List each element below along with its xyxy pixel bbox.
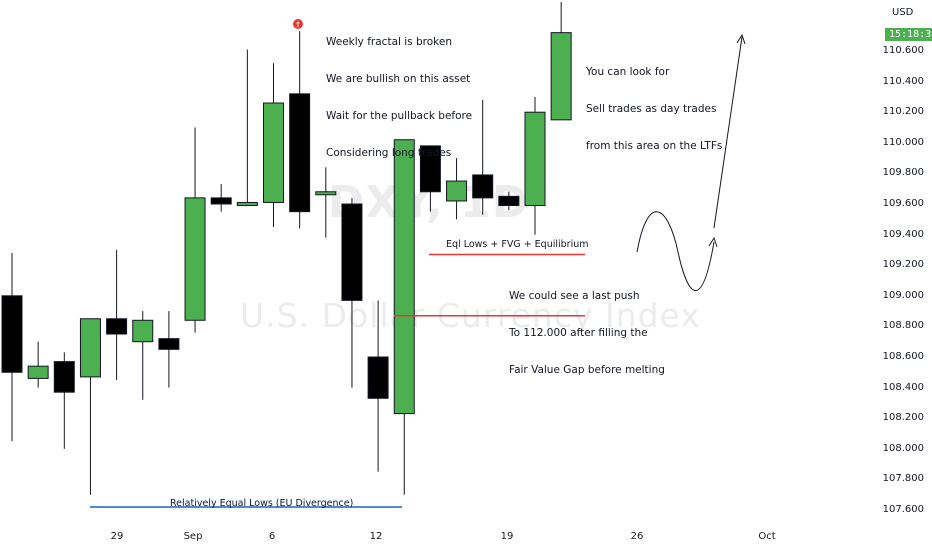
y-tick-label: 109.000 <box>882 289 924 301</box>
relative-lows-label: Relatively Equal Lows (EU Divergence) <box>170 498 354 509</box>
candle-down <box>1 295 23 373</box>
y-tick-label: 110.600 <box>882 45 924 56</box>
candle-up <box>550 32 572 121</box>
candle-down <box>498 195 520 207</box>
y-tick-label: 107.800 <box>882 473 924 485</box>
y-tick-label: 109.200 <box>882 259 924 271</box>
annotation-sell-line: from this area on the LTFs <box>586 140 723 153</box>
candle-down <box>341 203 363 301</box>
candle-down <box>419 145 441 193</box>
candle-down <box>289 93 311 213</box>
currency-label: USD <box>892 7 914 18</box>
y-tick-label: 107.600 <box>882 504 924 515</box>
candle-up <box>315 191 337 196</box>
projection-path <box>636 211 715 291</box>
candle-up <box>393 139 415 415</box>
candle-down <box>210 197 232 205</box>
candle-down <box>472 174 494 199</box>
y-tick-label: 108.600 <box>882 351 924 362</box>
y-tick-label: 109.600 <box>882 198 924 209</box>
candle-down <box>106 318 128 335</box>
candle-up <box>524 111 546 207</box>
candle-up <box>79 318 101 378</box>
annotation-weekly-line: Weekly fractal is broken <box>326 35 452 48</box>
annotation-weekly-line: We are bullish on this asset <box>326 73 471 86</box>
annotation-weekly-line: Considering long trades <box>326 147 452 160</box>
x-tick-label: 19 <box>500 531 514 542</box>
x-tick-label: 29 <box>110 531 124 542</box>
candle-up <box>184 197 206 321</box>
annotation-weekly: Weekly fractal is broken We are bullish … <box>326 11 472 185</box>
candle-up <box>236 201 258 206</box>
annotation-push: We could see a last push To 112.000 afte… <box>509 265 665 401</box>
candle-down <box>53 361 75 393</box>
y-tick-label: 108.200 <box>882 412 924 424</box>
x-tick-label: 6 <box>268 531 276 542</box>
candle-down <box>367 356 389 399</box>
annotation-sell: You can look for Sell trades as day trad… <box>586 41 722 177</box>
annotation-push-line: Fair Value Gap before melting <box>509 364 665 377</box>
x-tick-label: Sep <box>183 531 203 542</box>
x-tick-label: 12 <box>369 531 383 542</box>
countdown-badge: 15:18:39 <box>885 28 932 41</box>
projection-arrowhead <box>708 236 718 248</box>
projection-line <box>713 36 743 229</box>
x-tick-label: 26 <box>630 531 644 542</box>
y-tick-label: 108.800 <box>882 320 924 332</box>
annotation-push-line: We could see a last push <box>509 289 640 302</box>
y-tick-label: 110.000 <box>882 136 924 148</box>
y-tick-label: 110.400 <box>882 75 924 87</box>
candle-up <box>132 319 154 343</box>
projection-arrowhead <box>736 33 746 45</box>
fractal-marker-arrow: ↑ <box>295 21 302 30</box>
eql-lows-label: Eql Lows + FVG + Equilibrium <box>446 239 589 250</box>
x-tick-label: Oct <box>758 531 776 542</box>
annotation-sell-line: You can look for <box>586 65 670 78</box>
y-tick-label: 108.400 <box>882 381 924 393</box>
annotation-weekly-line: Wait for the pullback before <box>326 110 473 123</box>
candle-up <box>446 180 468 202</box>
fractal-marker <box>293 19 303 29</box>
y-tick-label: 109.400 <box>882 228 924 240</box>
annotation-sell-line: Sell trades as day trades <box>586 103 717 116</box>
y-tick-label: 109.800 <box>882 167 924 179</box>
candle-up <box>263 102 284 203</box>
annotation-push-line: To 112.000 after filling the <box>509 327 648 340</box>
y-tick-label: 110.200 <box>882 106 924 118</box>
candle-down <box>158 338 180 350</box>
y-tick-label: 108.000 <box>882 442 924 454</box>
candle-up <box>27 365 49 379</box>
